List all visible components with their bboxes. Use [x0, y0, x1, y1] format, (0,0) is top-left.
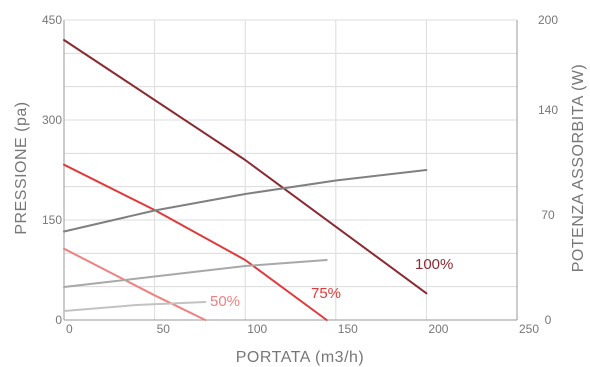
y-left-tick-label: 0: [55, 313, 62, 327]
x-tick-label: 150: [338, 322, 358, 336]
series-group: [63, 39, 428, 321]
curve-label-75: 75%: [311, 285, 341, 302]
curve-75: [63, 163, 328, 321]
y-left-axis-title: PRESSIONE (pa): [13, 101, 30, 234]
curve-50: [63, 247, 207, 321]
x-tick-label: 0: [66, 322, 73, 336]
curve-100: [63, 39, 428, 295]
curve-label-100: 100%: [415, 256, 453, 273]
x-tick-label: 200: [428, 322, 448, 336]
y-right-tick-label: 140: [538, 103, 558, 117]
power-curve-5: [63, 301, 207, 312]
axes: [63, 19, 518, 321]
x-tick-label: 250: [519, 322, 539, 336]
power-curve-4: [63, 259, 328, 288]
curve-label-50: 50%: [210, 293, 240, 310]
curve-labels: 100% 75% 50%: [210, 256, 453, 310]
y-right-tick-label: 70: [541, 208, 555, 222]
y-right-tick-label: 200: [538, 13, 558, 27]
y-right-tick-label: 0: [545, 313, 552, 327]
tick-labels: 0 50 100 150 200 250 0 150 300 450 0 70 140 200: [42, 13, 558, 336]
y-left-tick-label: 300: [42, 113, 62, 127]
x-axis-title: PORTATA (m3/h): [236, 349, 365, 366]
y-right-axis-title: POTENZA ASSORBITA (W): [570, 64, 587, 272]
power-curve-3: [63, 169, 428, 233]
y-left-tick-label: 450: [42, 13, 62, 27]
y-left-tick-label: 150: [42, 213, 62, 227]
x-tick-label: 50: [157, 322, 171, 336]
x-tick-label: 100: [247, 322, 267, 336]
grid: [63, 20, 518, 320]
